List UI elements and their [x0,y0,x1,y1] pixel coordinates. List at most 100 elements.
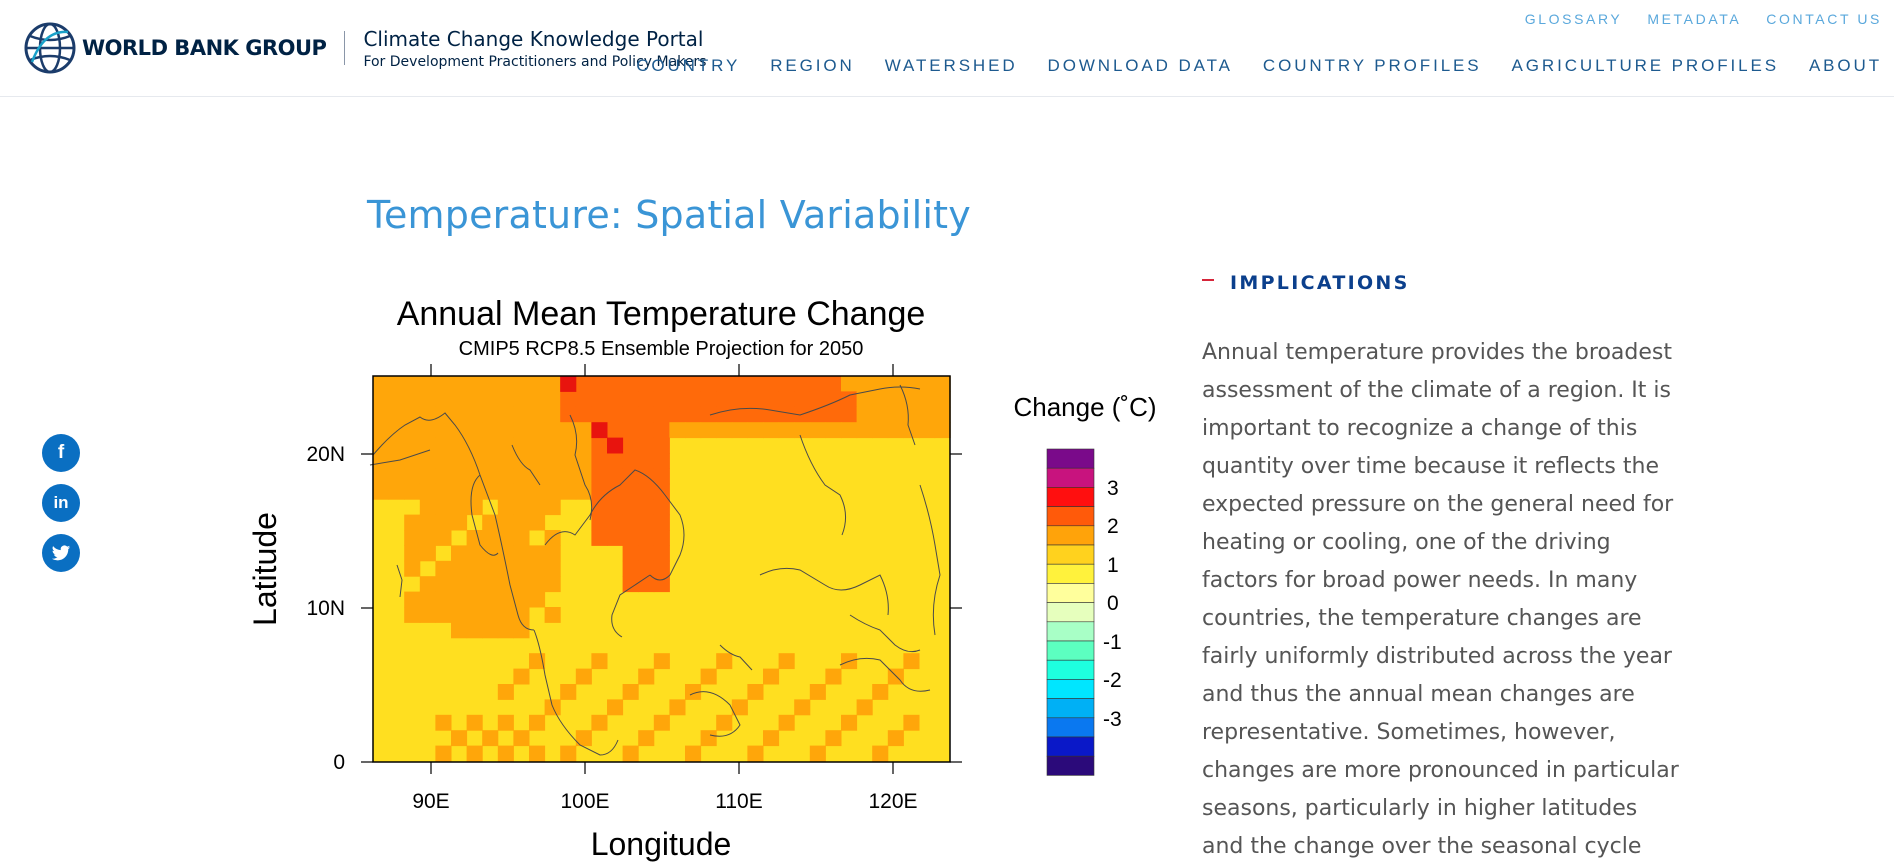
map-cell [435,437,452,454]
map-cell [731,422,748,439]
map-cell [466,499,483,516]
x-axis-label: Longitude [591,826,732,862]
nav-contact-us[interactable]: CONTACT US [1766,11,1882,27]
nav-download-data[interactable]: DOWNLOAD DATA [1047,56,1233,75]
map-cell [669,376,686,392]
map-cell [560,745,577,762]
map-cell [497,468,514,485]
nav-country-profiles[interactable]: COUNTRY PROFILES [1262,56,1482,75]
map-cell [451,545,468,562]
twitter-share-button[interactable] [42,534,80,572]
map-cell [513,514,530,531]
map-cell [497,622,514,639]
facebook-icon: f [57,442,65,463]
map-cell [934,406,951,423]
map-cell [482,576,499,593]
legend-swatch [1046,621,1095,642]
map-cell [419,468,436,485]
map-cell [482,468,499,485]
linkedin-icon: in [53,493,69,512]
map-cell [529,745,546,762]
map-cell [497,406,514,423]
portal-name: Climate Change Knowledge Portal For Deve… [363,27,706,70]
map-cell [404,422,421,439]
map-cell [591,437,608,454]
map-cell [825,376,842,392]
map-cell [529,406,546,423]
map-cell [794,699,811,716]
map-cell [747,391,764,408]
linkedin-share-button[interactable]: in [42,484,80,522]
map-cell [560,406,577,423]
map-cell [482,483,499,500]
legend-label-minus-1: -1 [1103,631,1122,654]
map-cell [513,591,530,608]
map-cell [435,483,452,500]
coastline-outlines [369,384,941,756]
ytick-10n: 10N [306,597,345,620]
map-cell [529,483,546,500]
map-cell [513,607,530,623]
map-cell [451,391,468,408]
map-cell [747,684,764,700]
map-cell [591,483,608,500]
map-cell [482,376,499,392]
map-cell [513,453,530,469]
implications-toggle[interactable]: IMPLICATIONS [1202,272,1410,294]
nav-region[interactable]: REGION [770,56,855,75]
map-cell [887,730,904,747]
map-cell [466,437,483,454]
map-cell [685,422,702,439]
map-cell [404,376,421,392]
map-cell [622,468,639,485]
map-cell [700,422,717,439]
map-cell [653,437,670,454]
map-cell [404,530,421,546]
map-cell [747,422,764,439]
map-cell [794,422,811,439]
map-cell [763,422,780,439]
map-cell [419,376,436,392]
map-cell [560,684,577,700]
map-cell [544,483,561,500]
map-cell [809,422,826,439]
facebook-share-button[interactable]: f [42,434,80,472]
world-bank-logo[interactable]: WORLD BANK GROUP Climate Change Knowledg… [24,20,706,76]
map-cell [497,684,514,700]
map-cell [419,499,436,516]
map-cell [591,376,608,392]
nav-glossary[interactable]: GLOSSARY [1524,11,1623,27]
map-cell [451,622,468,639]
map-cell [466,530,483,546]
map-frame [372,375,951,763]
map-cell [638,514,655,531]
map-cell [653,453,670,469]
map-cell [653,576,670,593]
map-cell [638,453,655,469]
map-cell [700,376,717,392]
map-cell [544,530,561,546]
map-cell [388,437,405,454]
map-cell [872,376,889,392]
map-cell [513,545,530,562]
nav-about[interactable]: ABOUT [1808,56,1882,75]
nav-country[interactable]: COUNTRY [636,56,741,75]
map-cell [638,576,655,593]
map-cell [638,499,655,516]
map-cell [435,560,452,577]
xtick-100e: 100E [560,790,609,813]
map-cell [466,576,483,593]
map-cell [700,406,717,423]
map-cell [544,499,561,516]
map-cell [466,714,483,731]
map-cell [544,376,561,392]
map-cell [482,560,499,577]
map-cell [700,730,717,747]
nav-watershed[interactable]: WATERSHED [884,56,1018,75]
map-cell [404,468,421,485]
nav-metadata[interactable]: METADATA [1647,11,1742,27]
nav-agriculture-profiles[interactable]: AGRICULTURE PROFILES [1511,56,1779,75]
map-cell [607,437,624,454]
map-cell [451,560,468,577]
map-cell [638,545,655,562]
